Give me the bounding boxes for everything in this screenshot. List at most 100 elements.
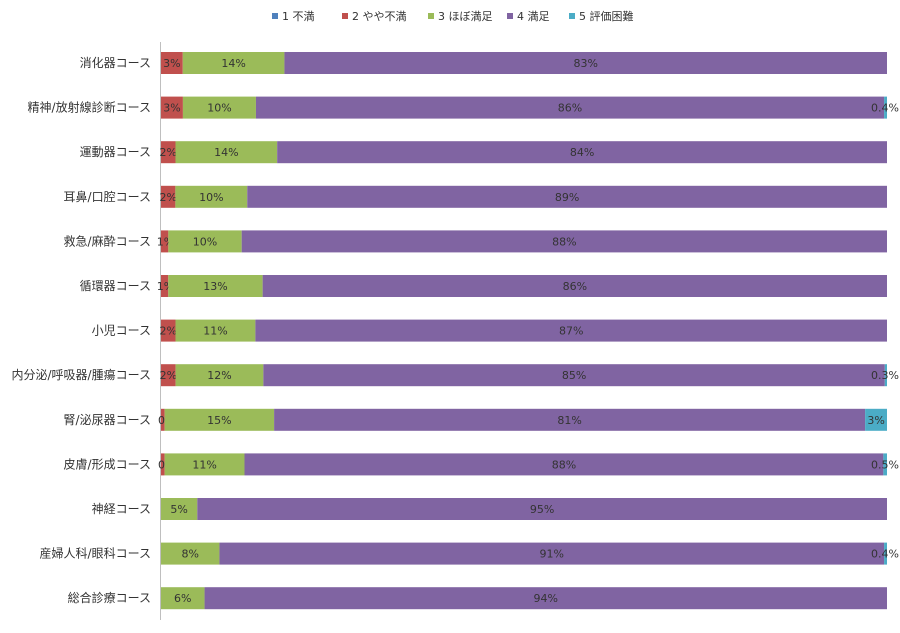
bar-segment — [161, 185, 176, 208]
data-label: 0.5% — [871, 458, 899, 471]
bar-segment — [175, 141, 278, 164]
bar-segment — [284, 52, 887, 74]
data-label: 15% — [207, 414, 231, 427]
bar-segment — [204, 587, 887, 610]
legend: 1 不満 2 やや不満 3 ほぼ満足 4 満足 5 評価困難 — [272, 9, 634, 23]
data-label: 12% — [207, 369, 231, 382]
bar-segment — [161, 96, 183, 119]
data-label: 89% — [555, 191, 579, 204]
category-label: 神経コース — [92, 502, 151, 516]
data-label: 83% — [573, 57, 597, 70]
legend-swatch — [272, 13, 278, 19]
legend-swatch — [569, 13, 575, 19]
category-label: 耳鼻/口腔コース — [64, 189, 151, 204]
legend-swatch — [342, 13, 348, 19]
category-label: 小児コース — [92, 324, 151, 338]
data-label: 81% — [557, 414, 581, 427]
data-label: 86% — [563, 280, 587, 293]
data-label: 2% — [160, 325, 177, 338]
bar-segment — [277, 141, 887, 164]
bar-segment — [161, 408, 165, 431]
bar-segment — [255, 96, 885, 119]
data-label: 84% — [570, 146, 594, 159]
bar-segment — [175, 319, 256, 342]
data-label: 0.4% — [871, 102, 899, 115]
data-label: 2% — [159, 191, 176, 204]
category-label: 産婦人科/眼科コース — [40, 546, 151, 561]
legend-swatch — [428, 13, 434, 19]
data-label: 0.3% — [871, 369, 899, 382]
data-label: 3% — [867, 414, 884, 427]
data-label: 14% — [214, 146, 238, 159]
bar-segment — [161, 587, 205, 610]
bar-segment — [168, 275, 263, 297]
category-label: 循環器コース — [80, 279, 151, 293]
bar-segment — [161, 141, 176, 164]
legend-label: 1 不満 — [282, 10, 315, 23]
bar-segment — [182, 96, 256, 119]
data-label: 10% — [199, 191, 223, 204]
bar-segment — [219, 542, 885, 565]
category-label: 運動器コース — [80, 145, 151, 159]
bar-segment — [263, 364, 885, 387]
data-label: 5% — [170, 503, 187, 516]
legend-swatch — [507, 13, 513, 19]
bar-segment — [197, 498, 888, 520]
data-label: 87% — [559, 325, 583, 338]
data-label: 8% — [181, 548, 198, 561]
bar-segment — [884, 364, 887, 387]
bar-segment — [255, 319, 887, 342]
bar-segment — [175, 185, 248, 208]
bar-segment — [175, 364, 264, 387]
bar-segment — [884, 96, 887, 119]
data-label: 95% — [530, 503, 554, 516]
data-label: 6% — [174, 592, 191, 605]
legend-label: 4 満足 — [517, 10, 550, 23]
category-label: 消化器コース — [80, 56, 151, 70]
data-label: 3% — [163, 57, 180, 70]
category-label: 内分泌/呼吸器/腫瘍コース — [12, 367, 152, 382]
bar-segment — [168, 230, 242, 253]
data-label: 91% — [540, 548, 564, 561]
legend-label: 3 ほぼ満足 — [438, 10, 493, 23]
bar-segment — [161, 230, 169, 253]
data-label: 2% — [160, 146, 177, 159]
data-label: 0.4% — [871, 548, 899, 561]
bar-segment — [274, 408, 866, 431]
bar-segment — [161, 275, 169, 297]
data-label: 88% — [552, 235, 576, 248]
data-label: 10% — [207, 102, 231, 115]
data-label: 86% — [558, 102, 582, 115]
bar-segment — [883, 453, 887, 476]
bar-segment — [161, 364, 176, 387]
bar-segment — [182, 52, 285, 74]
category-label: 総合診療コース — [68, 590, 151, 605]
bar-segment — [164, 408, 275, 431]
bar-segment — [884, 542, 887, 565]
category-label: 皮膚/形成コース — [64, 456, 151, 471]
legend-label: 5 評価困難 — [579, 9, 634, 23]
bar-segment — [164, 453, 245, 476]
data-label: 11% — [203, 325, 227, 338]
plot-area: 消化器コース 3% 14% 83% 精神/放射線診断コース 3% 10% 86% 0.4% 運動器… — [12, 42, 899, 620]
bar-segment — [161, 453, 165, 476]
bar-segment — [161, 498, 198, 520]
data-label: 14% — [221, 57, 245, 70]
data-label: 10% — [193, 235, 217, 248]
data-label: 11% — [192, 458, 216, 471]
bar-segment — [161, 319, 176, 342]
category-label: 腎/泌尿器コース — [64, 413, 151, 427]
bar-segment — [865, 408, 887, 431]
data-label: 13% — [203, 280, 227, 293]
category-label: 救急/麻酔コース — [64, 233, 151, 248]
data-label: 85% — [562, 369, 586, 382]
data-label: 94% — [534, 592, 558, 605]
bar-segment — [241, 230, 887, 253]
data-label: 2% — [160, 369, 177, 382]
category-label: 精神/放射線診断コース — [28, 100, 151, 115]
bar-segment — [247, 185, 887, 208]
legend-label: 2 やや不満 — [352, 10, 407, 23]
bar-segment — [161, 52, 183, 74]
data-label: 3% — [163, 102, 180, 115]
